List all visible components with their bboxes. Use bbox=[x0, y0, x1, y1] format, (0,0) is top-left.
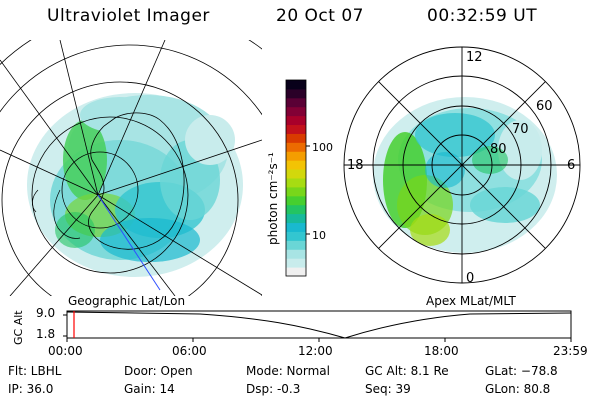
xtick-1200: 12:00 bbox=[298, 344, 333, 358]
colorbar-segment bbox=[286, 133, 306, 143]
colorbar-tick-100: 100 bbox=[312, 141, 333, 154]
mode-status: Mode: Normal bbox=[246, 364, 330, 378]
glat-status: GLat: −78.8 bbox=[485, 364, 558, 378]
colorbar-segment bbox=[286, 97, 306, 108]
colorbar-segment bbox=[286, 169, 306, 179]
ip-status: IP: 36.0 bbox=[8, 382, 54, 396]
colorbar-frame bbox=[285, 79, 307, 277]
xtick-2359: 23:59 bbox=[553, 344, 588, 358]
gc-alt-status: GC Alt: 8.1 Re bbox=[365, 364, 449, 378]
colorbar-segment bbox=[286, 249, 306, 259]
mlat-label-80: 80 bbox=[490, 142, 507, 157]
geographic-image-panel bbox=[0, 40, 262, 296]
left-aurora-image bbox=[27, 93, 243, 277]
colorbar-label: photon cm⁻²s⁻¹ bbox=[266, 152, 280, 245]
left-panel-caption: Geographic Lat/Lon bbox=[68, 294, 186, 308]
colorbar-segment bbox=[286, 267, 306, 277]
mlat-label-60: 60 bbox=[536, 99, 553, 114]
colorbar-segment bbox=[286, 106, 306, 117]
dsp-status: Dsp: -0.3 bbox=[246, 382, 301, 396]
mlt-label-18: 18 bbox=[347, 158, 364, 173]
coastline bbox=[88, 112, 185, 250]
magnetic-grid bbox=[343, 46, 581, 284]
colorbar-segment bbox=[286, 213, 306, 224]
apex-image-panel bbox=[343, 46, 581, 284]
gain-status: Gain: 14 bbox=[124, 382, 175, 396]
mlat-label-70: 70 bbox=[512, 122, 529, 137]
xtick-0600: 06:00 bbox=[172, 344, 207, 358]
right-panel-caption: Apex MLat/MLT bbox=[426, 294, 516, 308]
mlt-label-6: 6 bbox=[567, 158, 575, 173]
colorbar-segment bbox=[286, 178, 306, 188]
mlt-label-12: 12 bbox=[466, 50, 483, 65]
colorbar-segment bbox=[286, 80, 306, 90]
xtick-0000: 00:00 bbox=[48, 344, 83, 358]
terminator-line bbox=[97, 194, 161, 291]
date-label: 20 Oct 07 bbox=[276, 6, 364, 26]
colorbar-segment bbox=[286, 186, 306, 197]
colorbar-segment bbox=[286, 231, 306, 241]
colorbar-segment bbox=[286, 240, 306, 250]
xtick-1800: 18:00 bbox=[424, 344, 459, 358]
colorbar-segment bbox=[286, 222, 306, 232]
geographic-grid bbox=[0, 40, 262, 296]
time-label: 00:32:59 UT bbox=[427, 6, 538, 26]
colorbar-tick-10: 10 bbox=[312, 229, 326, 242]
altitude-curve bbox=[66, 311, 572, 339]
filter-status: Flt: LBHL bbox=[8, 364, 62, 378]
colorbar-segment bbox=[286, 115, 306, 126]
colorbar-segment bbox=[286, 142, 306, 152]
altitude-ytick-low: 1.8 bbox=[36, 327, 56, 341]
altitude-ytick-high: 9.0 bbox=[36, 306, 56, 320]
app-title: Ultraviolet Imager bbox=[47, 6, 210, 26]
colorbar-segment bbox=[286, 160, 306, 170]
colorbar-segment bbox=[286, 124, 306, 134]
seq-status: Seq: 39 bbox=[365, 382, 411, 396]
colorbar-segment bbox=[286, 195, 306, 206]
colorbar-segment bbox=[286, 88, 306, 99]
colorbar-segment bbox=[286, 204, 306, 215]
door-status: Door: Open bbox=[124, 364, 193, 378]
colorbar-segment bbox=[286, 258, 306, 268]
mlt-label-0: 0 bbox=[466, 271, 474, 286]
altitude-axis-label: GC Alt bbox=[12, 310, 25, 345]
colorbar bbox=[285, 79, 310, 277]
glon-status: GLon: 80.8 bbox=[485, 382, 551, 396]
altitude-strip bbox=[63, 310, 572, 342]
colorbar-segment bbox=[286, 151, 306, 161]
